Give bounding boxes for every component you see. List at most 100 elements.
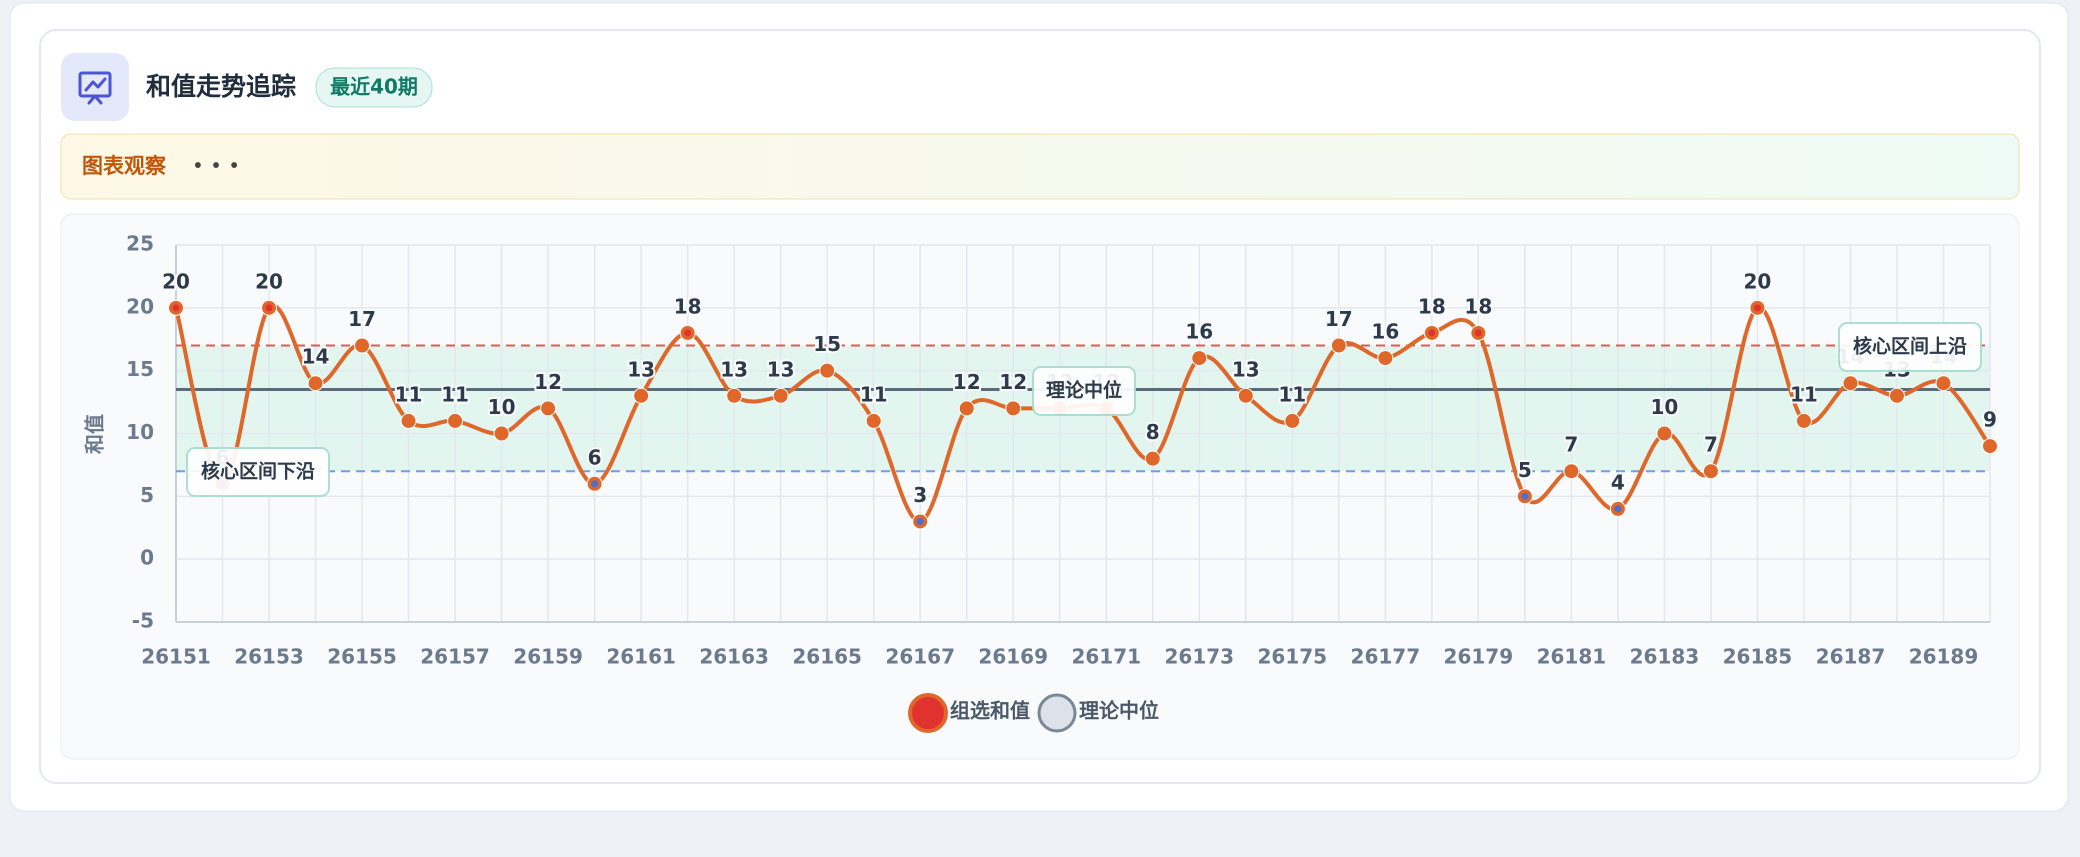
point [1656,425,1673,442]
point [1795,412,1812,429]
data-label: 12 [953,370,981,394]
point [447,412,464,429]
annotation-text: 核心区间上沿 [1853,335,1967,358]
data-label: 17 [348,307,376,331]
data-label: 12 [534,370,562,394]
point [1377,350,1394,367]
x-tick-label: 26159 [513,645,583,669]
point-core [172,304,180,312]
point [493,425,510,442]
data-label: 13 [627,357,655,381]
annotation-box [186,447,330,497]
point [1935,375,1952,392]
title: 和值走势追踪 [146,72,296,101]
point [633,387,650,404]
point-core [265,304,273,312]
data-label: 13 [767,357,795,381]
x-tick-label: 26161 [606,645,676,669]
data-label: 8 [1146,420,1160,444]
data-label: 11 [395,382,423,406]
legend-label: 组选和值 [950,699,1030,723]
point [772,387,789,404]
data-label: 18 [1418,294,1446,318]
x-tick-label: 26155 [327,645,397,669]
x-tick-label: 26153 [234,645,304,669]
point [1888,387,1905,404]
data-label: 11 [1790,382,1818,406]
data-label: 17 [1325,307,1353,331]
x-tick-label: 26163 [699,645,769,669]
legend-label: 理论中位 [1079,699,1159,723]
x-tick-label: 26179 [1444,645,1514,669]
y-tick-label: 20 [126,294,154,318]
point [1982,438,1998,455]
legend-swatch [908,693,948,733]
x-tick-label: 26165 [792,645,862,669]
point-core [1614,505,1622,513]
y-tick-label: 25 [126,232,154,256]
point [354,337,371,354]
point [1237,387,1254,404]
point [1842,375,1859,392]
x-tick-label: 26169 [978,645,1048,669]
badge-text: 最近40期 [330,75,418,99]
data-label: 16 [1371,320,1399,344]
data-label: 4 [1611,470,1625,494]
y-tick-label: 15 [126,357,154,381]
annotation-box [1838,322,1982,372]
point [1702,463,1719,480]
point [1144,450,1161,467]
banner-title: 图表观察 [82,154,167,178]
data-label: 3 [913,483,927,507]
annotation-text: 理论中位 [1046,379,1122,402]
x-tick-label: 26171 [1071,645,1141,669]
data-label: 16 [1185,320,1213,344]
y-axis-label: 和值 [83,414,107,454]
badge [315,67,433,108]
data-label: 14 [302,345,330,369]
point [1191,350,1208,367]
point [1005,400,1022,417]
data-label: 7 [1564,433,1578,457]
point-core [591,480,599,488]
point-core [1474,329,1482,337]
x-tick-label: 26157 [420,645,490,669]
data-label: 9 [1983,408,1997,432]
data-label: 11 [1278,382,1306,406]
point-core [1753,304,1761,312]
x-tick-label: 26189 [1909,645,1979,669]
annotation-box [1032,366,1136,416]
legend-swatch [1037,693,1077,733]
point-core [1521,492,1529,500]
data-label: 18 [1464,294,1492,318]
x-tick-label: 26187 [1816,645,1886,669]
point [1563,463,1580,480]
point [400,412,417,429]
point [1330,337,1347,354]
data-label: 12 [999,370,1027,394]
x-tick-label: 26151 [141,645,211,669]
x-tick-label: 26183 [1630,645,1700,669]
data-label: 20 [255,269,283,293]
data-label: 20 [1744,269,1772,293]
data-label: 11 [441,382,469,406]
data-label: 7 [1704,433,1718,457]
x-tick-label: 26175 [1258,645,1328,669]
point [540,400,557,417]
icon [78,71,112,105]
data-label: 10 [1650,395,1678,419]
data-label: 6 [588,445,602,469]
banner-text: • • • [192,154,240,178]
chart-panel [60,213,2020,760]
annotation-text: 核心区间下沿 [201,460,315,483]
x-tick-label: 26167 [885,645,955,669]
data-label: 5 [1518,458,1532,482]
icon-box [61,53,129,121]
data-label: 13 [720,357,748,381]
x-tick-label: 26185 [1723,645,1793,669]
point [865,412,882,429]
point [958,400,975,417]
y-tick-label: 5 [140,483,154,507]
y-tick-label: 0 [140,546,154,570]
x-tick-label: 26181 [1537,645,1607,669]
